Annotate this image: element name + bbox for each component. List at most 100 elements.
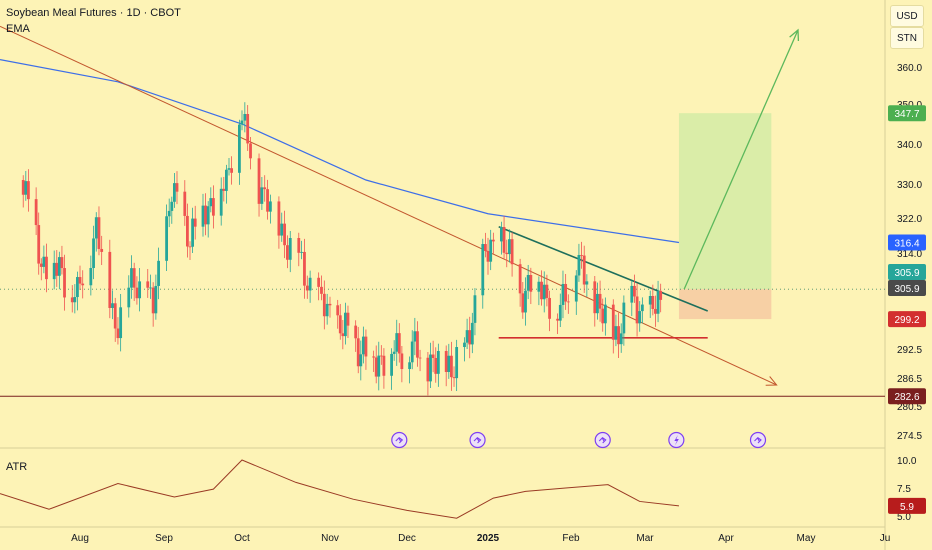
candle-body [395, 333, 399, 352]
price-badge-label: 299.2 [894, 315, 919, 326]
candle-body [526, 274, 530, 291]
ema-line [0, 59, 680, 244]
candle-body [564, 283, 568, 302]
candle-body [260, 187, 264, 204]
candle-body [243, 114, 247, 121]
candle-body [354, 325, 358, 339]
price-badge-label: 305.9 [894, 284, 919, 295]
candle-body [598, 293, 602, 309]
candle-body [212, 198, 215, 216]
candle-body [344, 312, 347, 337]
dividend-icon [754, 437, 762, 444]
candle-body [78, 277, 82, 284]
dividend-icon [395, 437, 404, 444]
candle-body [548, 297, 551, 319]
candle-body [390, 353, 393, 376]
candle-body [372, 356, 376, 358]
candle-body [193, 218, 197, 227]
candle-body [325, 303, 329, 317]
candle-body [603, 304, 607, 324]
candle-body [346, 312, 350, 326]
candle-body [249, 143, 252, 159]
candle-body [108, 251, 112, 308]
candle-body [57, 257, 61, 276]
candle-body [408, 362, 412, 370]
time-tick-label: Aug [71, 533, 89, 544]
candle-body [183, 191, 187, 216]
price-tick-label: 292.5 [897, 345, 922, 356]
price-tick-label: 360.0 [897, 63, 922, 74]
candle-body [416, 331, 419, 358]
time-tick-label: Apr [718, 533, 734, 544]
candle-body [651, 296, 655, 309]
candle-body [585, 281, 589, 285]
long-downtrend-line-arrowhead [765, 376, 778, 386]
price-tick-label: 286.5 [897, 374, 922, 385]
candle-body [55, 262, 59, 276]
candle-body [450, 355, 453, 378]
dividend-icon [473, 437, 482, 444]
candle-body [659, 290, 663, 300]
candle-body [374, 357, 378, 377]
candle-body [280, 223, 284, 236]
candle-body [447, 355, 451, 372]
candles [21, 102, 663, 396]
ema-legend[interactable]: EMA [6, 23, 30, 35]
candle-body [89, 268, 93, 286]
candle-body [508, 239, 511, 255]
candle-body [63, 268, 66, 298]
candle-body [288, 238, 292, 260]
candle-body [113, 303, 117, 329]
candle-body [167, 210, 171, 217]
time-tick-label: Feb [562, 533, 580, 544]
candle-body [521, 293, 525, 313]
candle-body [483, 244, 487, 251]
candle-body [94, 217, 98, 239]
candle-body [130, 268, 133, 288]
candle-body [630, 285, 634, 303]
atr-pane: 10.0 7.5 5.05.9 [0, 456, 926, 523]
candle-body [206, 206, 210, 225]
candle-body [209, 198, 213, 207]
candle-body [379, 355, 383, 357]
price-badge-label: 316.4 [894, 239, 919, 250]
unit-button[interactable]: STN [890, 27, 924, 49]
candle-body [455, 347, 459, 379]
price-badge [888, 280, 926, 296]
price-tick-label: 330.0 [897, 180, 922, 191]
candle-body [413, 331, 417, 342]
candle-body [638, 311, 642, 324]
candle-body [238, 124, 241, 173]
candle-body [400, 353, 404, 370]
time-tick-label: Ju [880, 533, 891, 544]
price-tick-label: 314.0 [897, 249, 922, 260]
candle-body [151, 287, 155, 314]
candle-body [263, 187, 267, 190]
price-badge [888, 264, 926, 280]
candle-body [305, 285, 309, 291]
candle-body [42, 256, 46, 267]
candle-body [132, 268, 136, 288]
candle-body [617, 326, 620, 345]
candle-body [382, 355, 386, 376]
candle-body [491, 239, 495, 242]
candle-body [470, 322, 474, 345]
candle-body [39, 263, 43, 267]
candle-body [26, 181, 30, 200]
candle-body [601, 308, 605, 324]
candle-body [463, 342, 466, 348]
price-tick-label: 322.0 [897, 214, 922, 225]
candle-body [341, 333, 345, 337]
candle-body [219, 188, 223, 216]
candle-body [135, 287, 139, 299]
price-badge [888, 311, 926, 328]
event-marker-icon [469, 431, 486, 449]
atr-legend[interactable]: ATR [6, 461, 28, 473]
currency-button[interactable]: USD [890, 5, 924, 27]
candle-body [92, 238, 95, 269]
candle-body [266, 189, 269, 212]
candle-body [204, 205, 207, 225]
candle-body [191, 218, 194, 247]
candle-body [116, 328, 120, 339]
